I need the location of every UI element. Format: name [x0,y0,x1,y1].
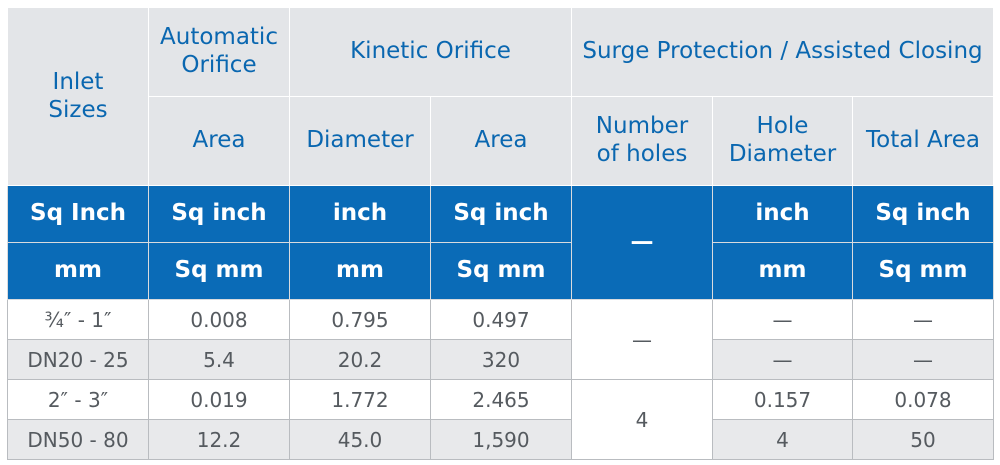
inlet-cell: ¾″ - 1″ [7,299,149,340]
unit-metric-hole-diam: mm [712,242,853,300]
hole-diam-cell: — [712,339,853,380]
inlet-cell: DN20 - 25 [7,339,149,380]
hole-diam-cell: 0.157 [712,379,853,420]
unit-imperial-kin-area: Sq inch [430,185,572,243]
inlet-cell: 2″ - 3″ [7,379,149,420]
hole-diam-cell: 4 [712,419,853,460]
kinetic-orifice-header: Kinetic Orifice [289,7,572,97]
number-of-holes-header: Number of holes [571,96,713,186]
table-row: DN20 - 25 5.4 20.2 320 — — [7,339,994,380]
kin-area-cell: 320 [430,339,572,380]
total-area-cell: 50 [852,419,994,460]
kin-area-cell: 2.465 [430,379,572,420]
kinetic-diameter-header: Diameter [289,96,431,186]
kin-area-cell: 1,590 [430,419,572,460]
auto-area-cell: 0.019 [148,379,290,420]
holes-cell: — [571,299,713,380]
table-row: DN50 - 80 12.2 45.0 1,590 4 50 [7,419,994,460]
kin-diam-cell: 1.772 [289,379,431,420]
table-row: 2″ - 3″ 0.019 1.772 2.465 4 0.157 0.078 [7,379,994,460]
inlet-cell: DN50 - 80 [7,419,149,460]
total-area-header: Total Area [852,96,994,186]
unit-metric-kin-area: Sq mm [430,242,572,300]
kin-diam-cell: 0.795 [289,299,431,340]
unit-imperial-auto-area: Sq inch [148,185,290,243]
inlet-sizes-header: Inlet Sizes [7,7,149,186]
unit-metric-total-area: Sq mm [852,242,994,300]
automatic-orifice-header: Automatic Orifice [148,7,290,97]
spec-table: Inlet Sizes Automatic Orifice Kinetic Or… [7,7,994,460]
total-area-cell: — [852,339,994,380]
surge-protection-header: Surge Protection / Assisted Closing [571,7,994,97]
auto-area-cell: 12.2 [148,419,290,460]
unit-metric-kin-diam: mm [289,242,431,300]
kin-diam-cell: 20.2 [289,339,431,380]
unit-imperial-kin-diam: inch [289,185,431,243]
unit-imperial-inlet: Sq Inch [7,185,149,243]
auto-area-cell: 0.008 [148,299,290,340]
unit-imperial-hole-diam: inch [712,185,853,243]
total-area-cell: — [852,299,994,340]
hole-diam-cell: — [712,299,853,340]
kin-diam-cell: 45.0 [289,419,431,460]
holes-cell: 4 [571,379,713,460]
hole-diameter-header: Hole Diameter [712,96,853,186]
table-row: ¾″ - 1″ 0.008 0.795 0.497 — — — [7,299,994,380]
kin-area-cell: 0.497 [430,299,572,340]
unit-metric-auto-area: Sq mm [148,242,290,300]
unit-holes-dash: — [571,185,713,300]
auto-area-cell: 5.4 [148,339,290,380]
unit-imperial-total-area: Sq inch [852,185,994,243]
unit-metric-inlet: mm [7,242,149,300]
total-area-cell: 0.078 [852,379,994,420]
kinetic-area-header: Area [430,96,572,186]
auto-area-header: Area [148,96,290,186]
